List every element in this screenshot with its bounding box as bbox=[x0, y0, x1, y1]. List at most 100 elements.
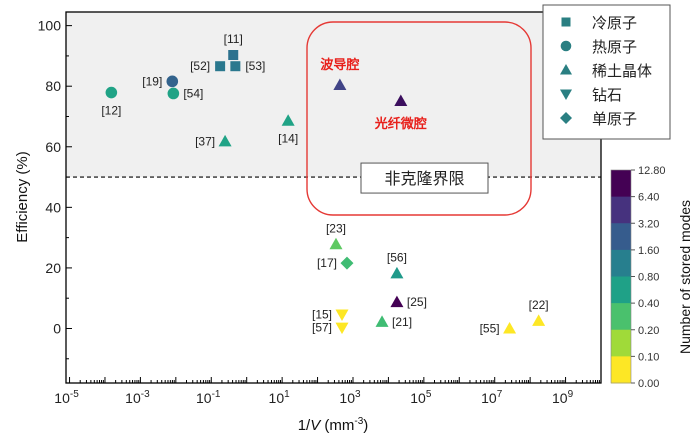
x-tick-base: 10 bbox=[269, 390, 285, 406]
data-point-label: [53] bbox=[245, 59, 265, 73]
x-tick-exponent: 1 bbox=[284, 389, 290, 400]
y-tick-label: 60 bbox=[45, 139, 61, 155]
data-point-triangle-up bbox=[532, 314, 546, 326]
y-tick-label: 40 bbox=[45, 199, 61, 215]
x-axis-label-prefix: 1/ bbox=[298, 417, 311, 434]
colorbar-bin bbox=[611, 303, 631, 331]
data-point-label: [22] bbox=[529, 298, 549, 312]
data-point-triangle-up bbox=[329, 237, 343, 250]
colorbar-bin bbox=[611, 249, 631, 277]
data-point-label: [25] bbox=[407, 295, 427, 309]
data-point-label: [21] bbox=[392, 315, 412, 329]
x-axis-label-close: ) bbox=[363, 417, 368, 434]
data-point-label: [54] bbox=[183, 86, 203, 100]
x-tick-exponent: 5 bbox=[426, 389, 432, 400]
colorbar-tick-label: 0.00 bbox=[638, 378, 659, 390]
threshold-label: 非克隆界限 bbox=[384, 170, 464, 188]
colorbar-bin bbox=[611, 356, 631, 384]
colorbar-tick-label: 6.40 bbox=[638, 192, 659, 204]
x-axis-label-exponent: -3 bbox=[354, 416, 363, 427]
x-tick-base: 10 bbox=[54, 390, 70, 406]
colorbar-bin bbox=[611, 223, 631, 251]
x-tick-base: 10 bbox=[196, 390, 212, 406]
x-tick-label: 105 bbox=[410, 389, 432, 406]
x-tick-base: 10 bbox=[125, 390, 141, 406]
highlight-box bbox=[306, 21, 532, 216]
data-point-label: [14] bbox=[278, 132, 298, 146]
y-axis-label: Efficiency (%) bbox=[14, 151, 31, 242]
x-tick-base: 10 bbox=[410, 390, 426, 406]
y-tick-label: 100 bbox=[38, 18, 62, 34]
data-point-label: [23] bbox=[326, 221, 346, 235]
data-point-triangle-up bbox=[390, 295, 404, 308]
colorbar-bin bbox=[611, 276, 631, 304]
data-point-label: [19] bbox=[142, 74, 162, 88]
x-tick-label: 10-5 bbox=[54, 389, 79, 406]
x-axis-label-variable: V bbox=[310, 417, 322, 434]
x-tick-label: 10-3 bbox=[125, 389, 150, 406]
plot-frame bbox=[65, 11, 602, 384]
y-tick-label: 20 bbox=[45, 260, 61, 276]
x-tick-exponent: 3 bbox=[355, 389, 361, 400]
legend-marker-square bbox=[561, 17, 571, 27]
legend-label: 钻石 bbox=[592, 87, 622, 104]
data-point-triangle-up bbox=[218, 134, 232, 147]
x-tick-label: 103 bbox=[339, 389, 361, 406]
colorbar-tick-label: 0.20 bbox=[638, 325, 659, 337]
data-point-circle bbox=[105, 86, 118, 99]
x-tick-exponent: 7 bbox=[497, 389, 503, 400]
data-point-square bbox=[215, 61, 226, 72]
data-point-triangle-up bbox=[375, 315, 389, 327]
x-tick-label: 109 bbox=[552, 389, 574, 406]
data-point-triangle-down bbox=[335, 309, 349, 322]
legend-label: 冷原子 bbox=[592, 15, 637, 32]
data-point-label: [17] bbox=[317, 256, 337, 270]
data-point-square bbox=[228, 50, 239, 61]
colorbar-tick-label: 3.20 bbox=[638, 218, 659, 230]
data-point-label: 波导腔 bbox=[320, 57, 359, 72]
colorbar-tick-label: 12.80 bbox=[638, 165, 666, 177]
y-tick-label: 0 bbox=[53, 320, 61, 336]
colorbar-bin bbox=[611, 329, 631, 357]
legend-marker-triangle-up bbox=[560, 64, 572, 75]
x-tick-base: 10 bbox=[481, 390, 497, 406]
colorbar-label: Number of stored modes bbox=[677, 200, 693, 354]
data-point-label: [57] bbox=[312, 321, 332, 335]
data-point-circle bbox=[166, 75, 179, 88]
data-point-label: [11] bbox=[224, 32, 243, 46]
data-point-triangle-down bbox=[335, 322, 349, 335]
colorbar-tick-label: 0.10 bbox=[638, 351, 659, 363]
x-tick-base: 10 bbox=[552, 390, 568, 406]
x-axis-label: 1/V (mm-3) bbox=[298, 416, 369, 434]
data-point-square bbox=[230, 61, 241, 72]
x-tick-exponent: 9 bbox=[568, 389, 574, 400]
data-point-label: [12] bbox=[101, 104, 121, 118]
data-point-triangle-up bbox=[333, 78, 347, 90]
data-point-label: [15] bbox=[312, 308, 332, 322]
colorbar-bin bbox=[611, 170, 631, 198]
colorbar-tick-label: 0.40 bbox=[638, 298, 659, 310]
x-tick-base: 10 bbox=[339, 390, 355, 406]
x-tick-exponent: -5 bbox=[70, 389, 79, 400]
above-threshold-shading bbox=[66, 12, 601, 178]
data-point-label: [55] bbox=[480, 321, 500, 335]
data-point-label: 光纤微腔 bbox=[374, 116, 427, 131]
data-point-triangle-up bbox=[390, 266, 404, 279]
y-tick-label: 80 bbox=[45, 78, 61, 94]
x-tick-exponent: -3 bbox=[141, 389, 150, 400]
x-tick-label: 101 bbox=[269, 389, 291, 406]
x-tick-label: 107 bbox=[481, 389, 503, 406]
legend-label: 稀土晶体 bbox=[592, 63, 652, 80]
data-point-triangle-up bbox=[503, 321, 517, 334]
colorbar: 12.80 6.40 3.20 1.60 0.80 0.40 0.20 0.10 0.00 bbox=[610, 165, 666, 390]
legend-label: 热原子 bbox=[592, 39, 637, 56]
legend-marker-diamond bbox=[560, 112, 572, 124]
colorbar-tick-label: 1.60 bbox=[638, 245, 659, 257]
x-tick-exponent: -1 bbox=[212, 389, 221, 400]
legend-marker-circle bbox=[560, 40, 572, 52]
